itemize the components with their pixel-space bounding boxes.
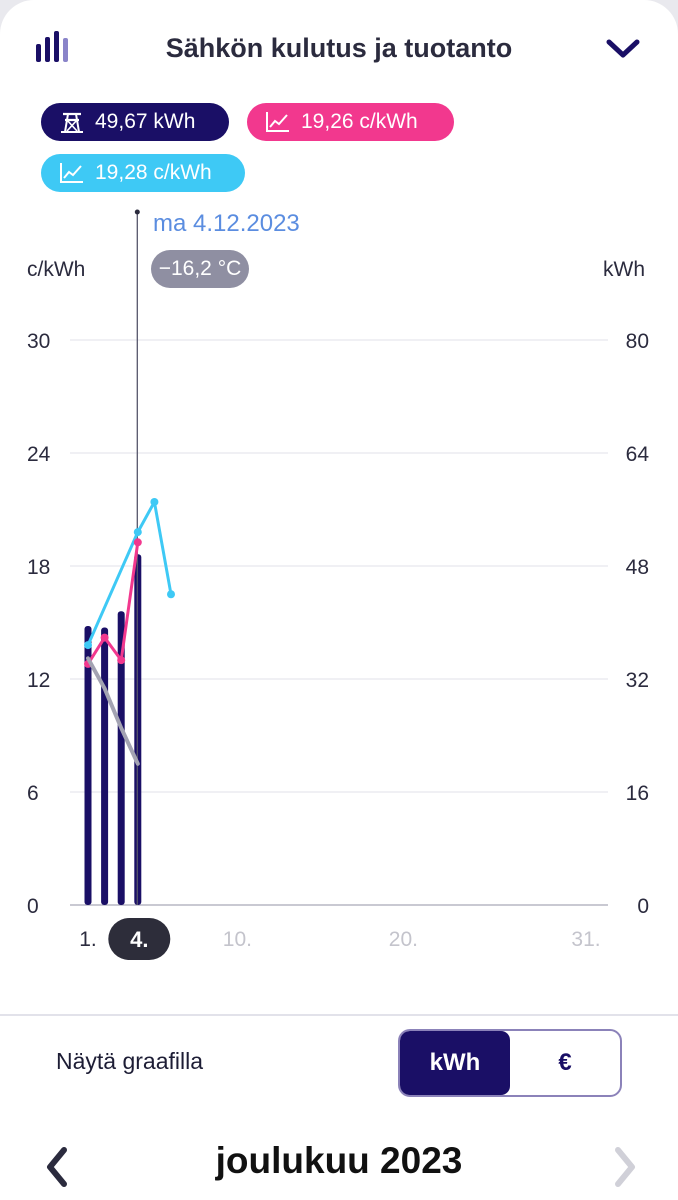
x-axis-tick-label: 1. bbox=[79, 928, 97, 951]
chevron-right-icon[interactable] bbox=[610, 1146, 640, 1188]
series-point[interactable] bbox=[117, 656, 126, 665]
consumption-chart[interactable]: 0 0 6 16 12 32 18 48 24 64 30 80 1. 10. 20. 31. 4. bbox=[0, 200, 678, 970]
right-axis-tick-label: 64 bbox=[626, 443, 650, 466]
series-point[interactable] bbox=[133, 528, 142, 537]
series-point[interactable] bbox=[100, 633, 109, 642]
right-axis-tick-label: 48 bbox=[626, 556, 649, 579]
series-line-lämpötila bbox=[86, 656, 140, 766]
series-point[interactable] bbox=[133, 538, 142, 547]
unit-toggle: kWh € bbox=[398, 1029, 622, 1097]
series-point[interactable] bbox=[150, 497, 159, 506]
left-axis-unit: c/kWh bbox=[27, 258, 86, 281]
right-axis-unit: kWh bbox=[603, 258, 645, 281]
euro-toggle-button[interactable]: € bbox=[558, 1049, 572, 1076]
series-point[interactable] bbox=[167, 590, 175, 599]
left-axis-tick-label: 0 bbox=[27, 895, 39, 918]
right-axis-tick-label: 80 bbox=[626, 330, 649, 353]
line-chart-icon bbox=[266, 112, 289, 132]
left-axis-tick-label: 18 bbox=[27, 556, 50, 579]
left-axis-tick-label: 6 bbox=[27, 782, 39, 805]
divider bbox=[0, 1014, 678, 1016]
consumption-bar[interactable] bbox=[101, 627, 109, 905]
legend-average-price-value: 19,28 c/kWh bbox=[95, 161, 212, 184]
left-axis-tick-label: 24 bbox=[27, 443, 51, 466]
legend-spot-price-pill[interactable]: 19,26 c/kWh bbox=[247, 103, 454, 141]
chevron-left-icon[interactable] bbox=[42, 1146, 72, 1188]
month-navigation: joulukuu 2023 bbox=[0, 1130, 678, 1200]
series-line-hinta bbox=[86, 540, 140, 666]
show-in-graph-label: Näytä graafilla bbox=[56, 1048, 204, 1074]
series-line-keskihinta bbox=[86, 500, 173, 647]
legend-consumption-value: 49,67 kWh bbox=[95, 110, 196, 133]
bar-chart-icon[interactable] bbox=[34, 28, 76, 64]
legend-consumption-pill[interactable]: 49,67 kWh bbox=[41, 103, 229, 141]
chevron-down-icon[interactable] bbox=[603, 36, 643, 64]
cursor-dot bbox=[134, 209, 140, 215]
header: Sähkön kulutus ja tuotanto bbox=[0, 0, 678, 100]
legend-average-price-pill[interactable]: 19,28 c/kWh bbox=[41, 154, 245, 192]
kwh-toggle-button[interactable]: kWh bbox=[400, 1031, 510, 1095]
selected-day-label: 4. bbox=[130, 927, 148, 952]
x-axis-tick-label: 31. bbox=[571, 928, 600, 951]
left-axis-tick-label: 12 bbox=[27, 669, 50, 692]
consumption-bar[interactable] bbox=[117, 611, 125, 905]
page-title: Sähkön kulutus ja tuotanto bbox=[165, 33, 513, 63]
line-chart-icon bbox=[60, 163, 83, 183]
legend-spot-price-value: 19,26 c/kWh bbox=[301, 110, 418, 133]
selected-day-badge[interactable] bbox=[108, 918, 171, 960]
right-axis-tick-label: 16 bbox=[626, 782, 649, 805]
right-axis-tick-label: 32 bbox=[626, 669, 649, 692]
tooltip-date: ma 4.12.2023 bbox=[153, 210, 300, 237]
month-title: joulukuu 2023 bbox=[215, 1140, 463, 1181]
series-point[interactable] bbox=[84, 641, 92, 650]
left-axis-tick-label: 30 bbox=[27, 330, 50, 353]
consumption-bar[interactable] bbox=[84, 626, 92, 905]
tooltip-temperature-badge: −16,2 °C bbox=[151, 250, 249, 288]
x-axis-tick-label: 10. bbox=[223, 928, 252, 951]
power-pylon-icon bbox=[61, 112, 83, 133]
right-axis-tick-label: 0 bbox=[637, 895, 649, 918]
x-axis-tick-label: 20. bbox=[389, 928, 418, 951]
